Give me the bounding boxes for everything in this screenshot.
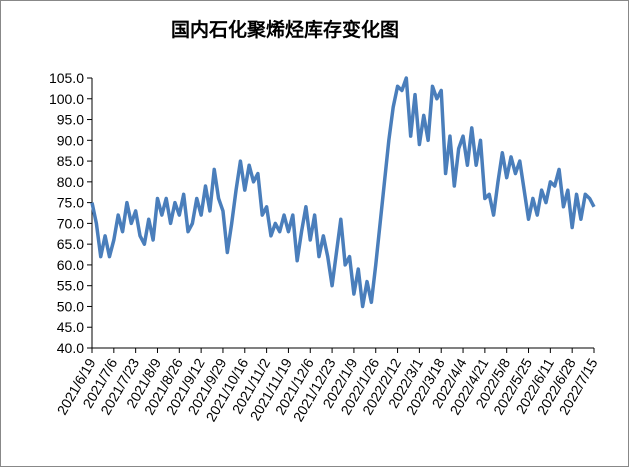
y-tick-label: 55.0	[57, 278, 84, 294]
y-tick-label: 105.0	[49, 70, 84, 86]
y-tick-label: 95.0	[57, 112, 84, 128]
y-tick-label: 90.0	[57, 132, 84, 148]
y-tick-label: 50.0	[57, 298, 84, 314]
y-tick-label: 40.0	[57, 340, 84, 356]
y-tick-label: 70.0	[57, 215, 84, 231]
y-tick-label: 75.0	[57, 195, 84, 211]
y-tick-label: 100.0	[49, 91, 84, 107]
series-line	[90, 76, 596, 309]
chart-title: 国内石化聚烯烃库存变化图	[171, 18, 399, 41]
y-tick-label: 45.0	[57, 319, 84, 335]
y-tick-label: 80.0	[57, 174, 84, 190]
y-tick-label: 65.0	[57, 236, 84, 252]
y-tick-label: 60.0	[57, 257, 84, 273]
y-tick-label: 85.0	[57, 153, 84, 169]
